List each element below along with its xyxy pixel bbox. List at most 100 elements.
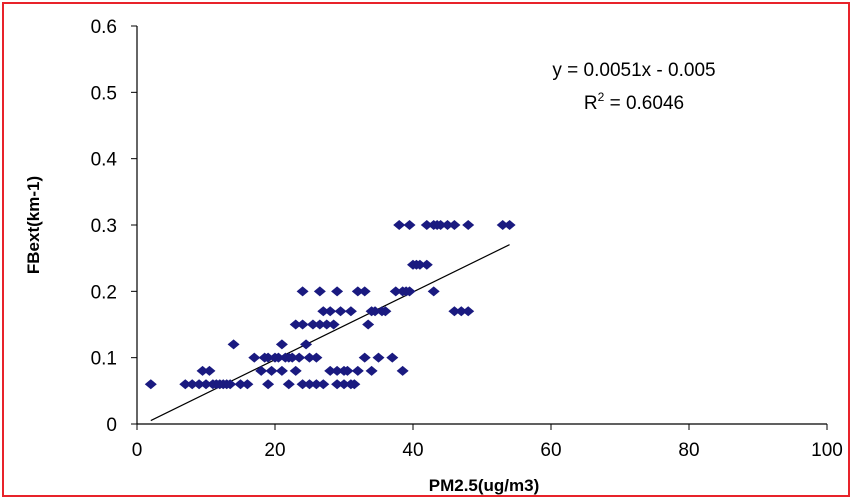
data-point [351, 286, 364, 297]
data-point [317, 379, 330, 390]
axes: 0 0.1 0.2 0.3 0.4 0.5 0.6 0 20 40 60 80 100 [91, 17, 843, 461]
data-point [289, 365, 302, 376]
chart-frame: 0 0.1 0.2 0.3 0.4 0.5 0.6 0 20 40 60 80 100 y = 0.00… [2, 2, 850, 497]
data-point [420, 220, 433, 230]
data-point [203, 365, 216, 376]
data-point [306, 319, 319, 330]
data-point [393, 220, 406, 230]
data-point [331, 379, 344, 390]
data-point [296, 379, 309, 390]
x-tick-label: 100 [811, 440, 843, 461]
data-point [300, 339, 313, 350]
data-point [313, 319, 326, 330]
data-point [413, 259, 426, 270]
trendline [150, 244, 510, 422]
x-tick-label: 60 [540, 440, 561, 461]
data-point [293, 352, 306, 363]
data-point [234, 379, 247, 390]
y-tick-label: 0.6 [91, 17, 117, 38]
data-point [462, 306, 475, 317]
data-point [303, 352, 316, 363]
data-point [324, 365, 337, 376]
data-point [503, 220, 516, 230]
data-point [186, 379, 199, 390]
data-point [448, 306, 461, 317]
data-point [272, 352, 285, 363]
data-point [331, 286, 344, 297]
y-tick-label: 0.3 [91, 216, 117, 237]
data-point [289, 319, 302, 330]
data-point [351, 365, 364, 376]
data-point [334, 306, 347, 317]
data-point [313, 286, 326, 297]
data-point [362, 319, 375, 330]
scatter-chart: 0 0.1 0.2 0.3 0.4 0.5 0.6 0 20 40 60 80 100 y = 0.00… [24, 17, 843, 495]
data-point [310, 352, 323, 363]
data-point [386, 352, 399, 363]
data-point [358, 286, 371, 297]
data-point [196, 365, 209, 376]
trendline-equation: y = 0.0051x - 0.005 [552, 60, 715, 81]
data-point [434, 220, 447, 230]
data-point [296, 286, 309, 297]
data-points [144, 220, 516, 390]
data-point [441, 220, 454, 230]
y-axis-title: FBext(km-1) [24, 176, 43, 274]
data-point [275, 339, 288, 350]
data-point [224, 379, 237, 390]
data-point [248, 352, 261, 363]
data-point [403, 286, 416, 297]
x-tick-label: 20 [264, 440, 285, 461]
data-point [227, 339, 240, 350]
data-point [420, 259, 433, 270]
data-point [275, 365, 288, 376]
data-point [282, 379, 295, 390]
y-tick-label: 0.5 [91, 83, 117, 104]
r2-value: = 0.6046 [604, 93, 684, 114]
data-point [317, 306, 330, 317]
data-point [448, 220, 461, 230]
data-point [372, 352, 385, 363]
data-point [327, 319, 340, 330]
data-point [320, 319, 333, 330]
r-squared-label: R2 = 0.6046 [584, 90, 684, 114]
y-tick-label: 0.1 [91, 349, 117, 370]
data-point [296, 319, 309, 330]
data-point [193, 379, 206, 390]
x-axis-title: PM2.5(ug/m3) [429, 476, 540, 495]
data-point [365, 365, 378, 376]
data-point [462, 220, 475, 230]
data-point [265, 365, 278, 376]
x-tick-label: 80 [678, 440, 699, 461]
data-point [379, 306, 392, 317]
x-tick-label: 0 [132, 440, 143, 461]
data-point [427, 286, 440, 297]
data-point [369, 306, 382, 317]
data-point [179, 379, 192, 390]
y-tick-label: 0 [106, 415, 117, 436]
data-point [200, 379, 212, 390]
r2-prefix: R [584, 93, 598, 114]
data-point [310, 379, 323, 390]
data-point [144, 379, 157, 390]
r2-exponent: 2 [598, 90, 605, 104]
data-point [262, 352, 275, 363]
data-point [396, 365, 409, 376]
data-point [331, 365, 344, 376]
data-point [455, 306, 468, 317]
data-point [324, 306, 337, 317]
data-point [389, 286, 402, 297]
data-point [358, 352, 371, 363]
data-point [344, 306, 357, 317]
data-point [262, 379, 275, 390]
data-point [303, 379, 316, 390]
y-tick-label: 0.2 [91, 282, 117, 303]
data-point [496, 220, 509, 230]
data-point [286, 352, 299, 363]
data-point [338, 379, 350, 390]
x-tick-label: 40 [402, 440, 423, 461]
trendline-layer [150, 244, 510, 422]
data-point [348, 379, 361, 390]
data-point [255, 365, 268, 376]
data-point [403, 220, 416, 230]
